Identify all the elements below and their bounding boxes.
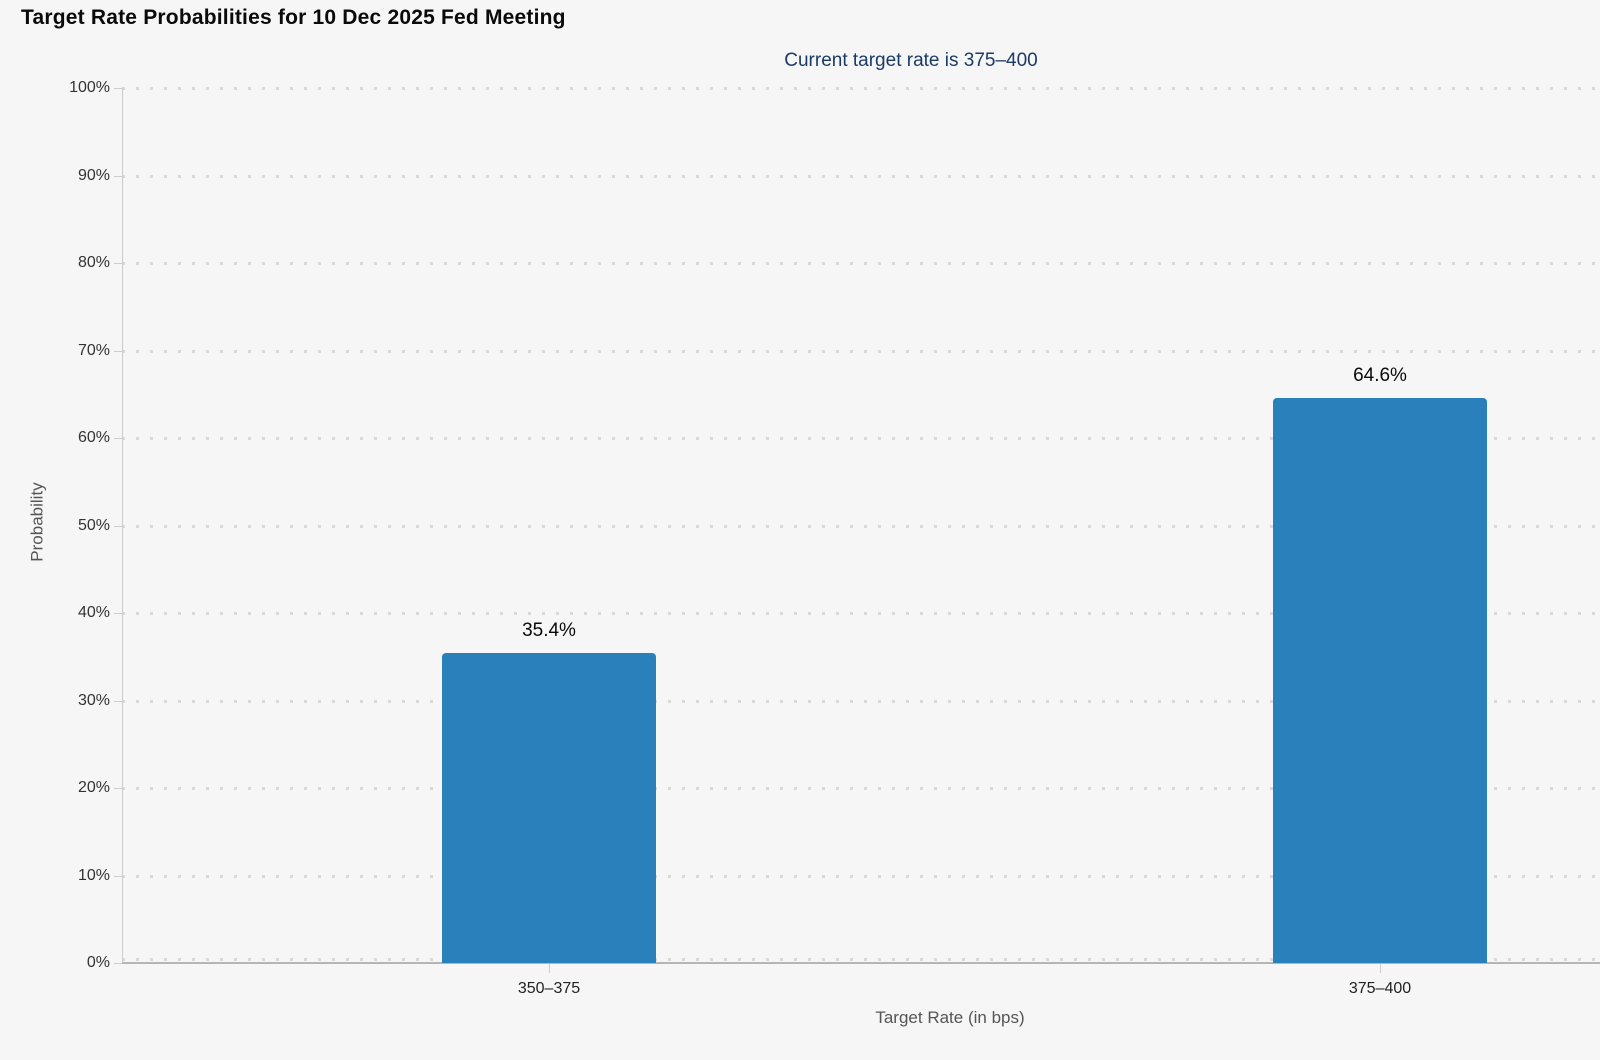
gridline-30 xyxy=(122,699,1600,703)
y-tick-10 xyxy=(114,875,122,877)
gridline-50 xyxy=(122,524,1600,528)
y-tick-label-50: 50% xyxy=(77,516,110,534)
chart-title: Target Rate Probabilities for 10 Dec 202… xyxy=(21,6,566,29)
y-tick-80 xyxy=(114,263,122,264)
gridline-10 xyxy=(122,874,1600,878)
gridline-80 xyxy=(122,262,1600,265)
gridline-60 xyxy=(122,437,1600,440)
x-tick-label-350–375: 350–375 xyxy=(517,980,581,997)
y-tick-label-20: 20% xyxy=(77,779,110,796)
gridline-20 xyxy=(122,787,1600,790)
gridline-90 xyxy=(122,174,1600,178)
y-tick-60 xyxy=(114,438,122,439)
y-axis-title: Probability xyxy=(27,482,47,562)
y-tick-label-0: 0% xyxy=(86,954,110,971)
bar-value-label-375–400: 64.6% xyxy=(1353,364,1407,386)
y-tick-label-10: 10% xyxy=(77,866,110,884)
chart-subtitle: Current target rate is 375–400 xyxy=(784,50,1038,71)
bar-value-label-350–375: 35.4% xyxy=(522,620,576,642)
y-axis-line xyxy=(122,88,123,963)
y-tick-label-70: 70% xyxy=(77,341,110,359)
y-tick-100 xyxy=(114,88,122,89)
y-tick-0 xyxy=(114,963,122,964)
y-tick-label-40: 40% xyxy=(77,604,110,621)
x-tick-label-375–400: 375–400 xyxy=(1348,980,1412,997)
y-tick-40 xyxy=(114,613,122,614)
x-tick-375–400 xyxy=(1380,964,1381,973)
y-tick-label-60: 60% xyxy=(77,429,110,446)
y-tick-70 xyxy=(114,350,122,352)
y-tick-label-100: 100% xyxy=(69,79,110,96)
gridline-0 xyxy=(122,958,1600,961)
gridline-40 xyxy=(122,612,1600,615)
y-tick-90 xyxy=(114,175,122,177)
gridline-70 xyxy=(122,349,1600,353)
y-tick-label-30: 30% xyxy=(77,691,110,709)
y-tick-20 xyxy=(114,788,122,789)
x-axis-line xyxy=(122,962,1600,964)
y-tick-30 xyxy=(114,700,122,702)
x-axis-title: Target Rate (in bps) xyxy=(875,1008,1025,1027)
y-tick-50 xyxy=(114,525,122,527)
x-tick-350–375 xyxy=(549,964,550,973)
y-tick-label-90: 90% xyxy=(77,166,110,184)
bar-350–375 xyxy=(442,653,656,963)
y-tick-label-80: 80% xyxy=(77,254,110,271)
bar-375–400 xyxy=(1273,397,1487,963)
gridline-100 xyxy=(122,87,1600,90)
